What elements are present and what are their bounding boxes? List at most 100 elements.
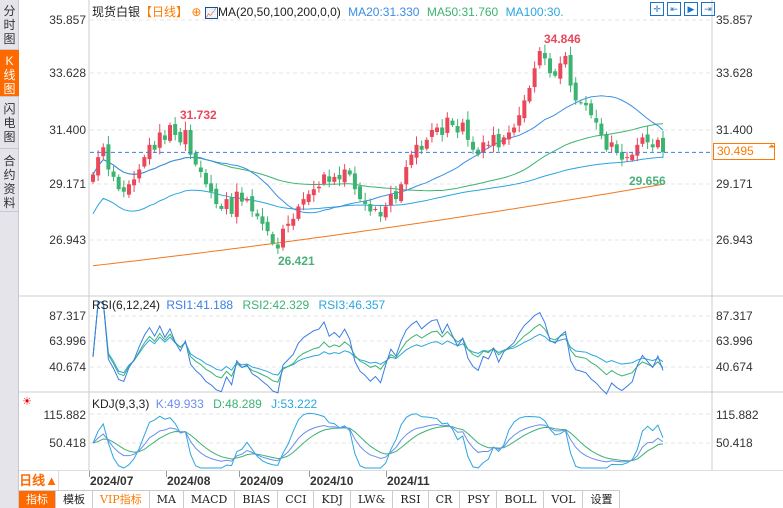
candle-down (152, 144, 157, 150)
candle-down (116, 176, 121, 190)
candle-down (661, 137, 665, 153)
tab-contract-info[interactable]: 合约资料 (0, 149, 19, 212)
instrument-title: 现货白银 (92, 5, 141, 19)
d-value: D:48.289 (213, 397, 262, 411)
candle-down (111, 171, 116, 177)
ma50-value: MA50:31.760 (426, 5, 499, 19)
k-value: K:49.933 (155, 397, 204, 411)
kdj-axis-label: 115.882 (43, 408, 87, 422)
local-high-annotation: 31.732 (180, 108, 217, 122)
date-label: 2024/08 (167, 474, 211, 488)
indicator-tab[interactable]: MA (150, 491, 184, 508)
candle-up (91, 174, 95, 182)
candle-down (378, 211, 383, 217)
candle-up (414, 144, 419, 158)
date-label: 2024/07 (90, 474, 134, 488)
candle-up (445, 117, 450, 133)
candle-up (132, 179, 137, 186)
price-axis-label: 31.400 (49, 123, 86, 137)
indicator-tab[interactable]: BOLL (497, 491, 545, 508)
candle-up (383, 206, 388, 218)
candle-up (224, 199, 229, 209)
candle-down (203, 172, 208, 185)
ma-label: MA(20,50,100,200,0,0) (218, 5, 341, 19)
price-axis-label-right: 33.628 (716, 66, 753, 80)
candle-up (101, 147, 106, 157)
indicator-tab[interactable]: LW& (351, 491, 394, 508)
candle-up (388, 194, 393, 206)
crosshair-tool-icon[interactable]: ✛ (650, 2, 664, 16)
k-line (92, 423, 664, 463)
candle-down (548, 58, 553, 74)
candle-down (219, 206, 224, 209)
play-icon[interactable]: ▶ (684, 2, 698, 16)
indicator-tab[interactable]: RSI (393, 491, 429, 508)
candle-down (573, 82, 578, 101)
candle-down (496, 133, 501, 148)
candle-up (311, 189, 316, 196)
kline-chart[interactable] (0, 0, 783, 470)
candle-up (558, 63, 563, 79)
indicator-tab[interactable]: PSY (460, 491, 498, 508)
price-axis-label: 35.857 (49, 13, 86, 27)
low-annotation: 26.421 (278, 254, 315, 268)
indicator-tab[interactable]: MACD (184, 491, 236, 508)
tab-kline[interactable]: K线图 (0, 50, 19, 97)
rsi-header: RSI(6,12,24) RSI1:41.188 RSI2:42.329 RSI… (92, 298, 385, 312)
candle-down (542, 52, 547, 59)
indicator-settings-icon[interactable]: ☀ (22, 396, 32, 408)
candle-down (121, 187, 126, 192)
candle-down (352, 173, 357, 190)
rsi2-value: RSI2:42.329 (242, 298, 310, 312)
j-line (92, 412, 664, 469)
indicator-tab[interactable]: KDJ (314, 491, 351, 508)
ma20-value: MA20:31.330 (348, 5, 420, 19)
candle-up (245, 199, 250, 201)
indicator-tab[interactable]: CR (429, 491, 461, 508)
candle-down (583, 102, 588, 106)
indicator-tabs: 指标 模板 VIP指标 MA MACD BIAS CCI KDJ LW& RSI CR PSY BOLL… (19, 490, 621, 508)
candle-up (306, 194, 311, 203)
period-selector[interactable]: 日线▲ (19, 471, 59, 491)
candle-up (563, 55, 568, 65)
price-axis-label: 26.943 (49, 233, 86, 247)
candle-up (126, 184, 131, 195)
indicator-tab[interactable]: 模板 (56, 491, 93, 508)
candle-down (393, 191, 398, 200)
indicator-tab[interactable]: CCI (278, 491, 315, 508)
candle-up (404, 167, 409, 185)
candle-down (358, 186, 363, 200)
rsi-axis-label-right: 63.996 (716, 334, 753, 348)
candle-down (604, 133, 609, 150)
indicator-tab[interactable]: BIAS (235, 491, 279, 508)
d-line (92, 425, 664, 462)
zoom-in-icon[interactable]: ⇤ (667, 2, 681, 16)
rsi-axis-label-right: 87.317 (716, 309, 753, 323)
exit-icon[interactable]: ⇥ (701, 2, 715, 16)
candle-down (260, 216, 265, 224)
candle-up (373, 208, 378, 210)
indicator-tab[interactable]: VIP指标 (93, 491, 150, 508)
tab-flash[interactable]: 闪电图 (0, 97, 19, 149)
ma20-line (92, 95, 664, 214)
indicator-tab[interactable]: 指标 (19, 491, 56, 508)
crosshair-icon[interactable]: ⊕ (191, 5, 202, 19)
candle-down (214, 188, 219, 205)
rsi-axis-label-right: 40.674 (716, 360, 753, 374)
candle-up (435, 127, 440, 132)
candle-up (640, 137, 645, 144)
candle-down (347, 170, 352, 175)
tab-timeshare[interactable]: 分时图 (0, 0, 19, 50)
candle-up (537, 51, 542, 66)
indicator-tab[interactable]: 设置 (583, 491, 621, 508)
indicator-tab[interactable]: VOL (544, 491, 584, 508)
rsi-axis-label: 87.317 (49, 309, 86, 323)
recent-low-annotation: 29.656 (629, 174, 666, 188)
candle-up (609, 142, 614, 147)
candle-down (455, 126, 460, 133)
candle-down (270, 234, 275, 244)
ma-settings-icon[interactable]: 📈 (204, 7, 218, 19)
candle-up (630, 154, 635, 161)
candle-down (368, 204, 373, 212)
candle-up (168, 125, 173, 141)
